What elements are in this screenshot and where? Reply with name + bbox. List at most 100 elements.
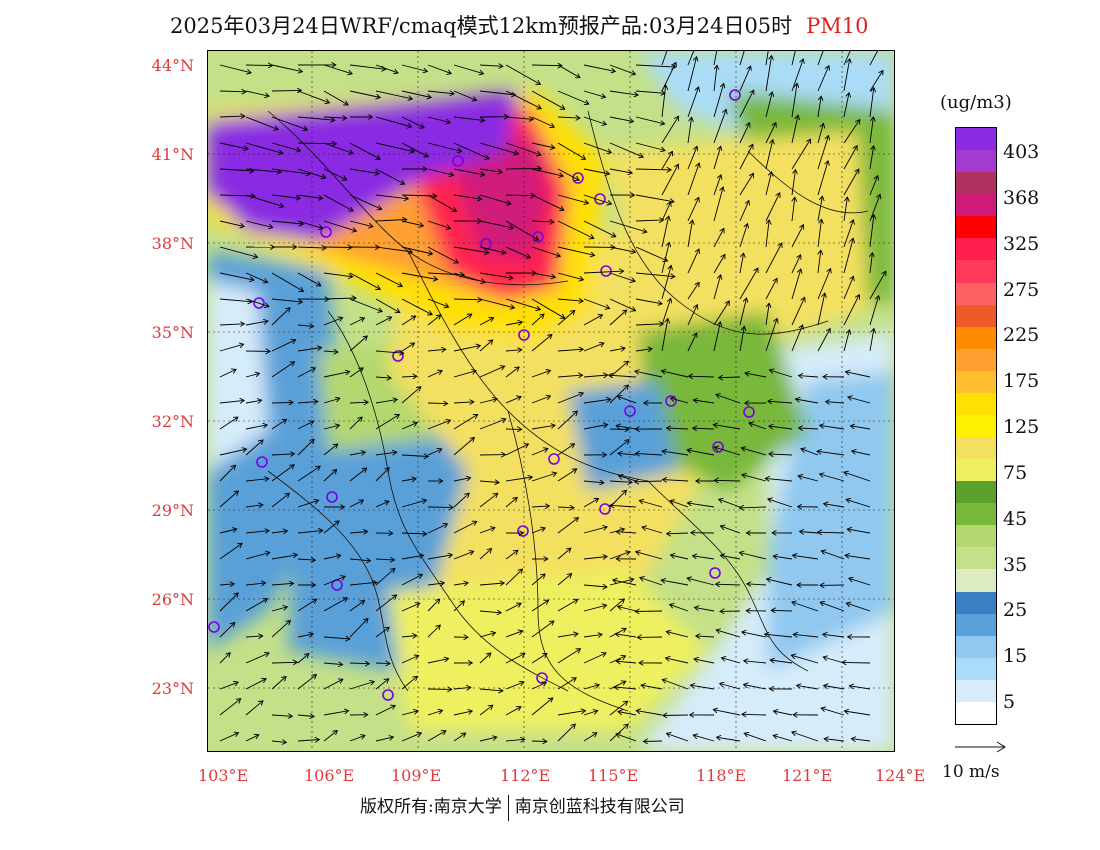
wind-vector <box>401 423 417 430</box>
wind-vector <box>765 634 793 638</box>
wind-vector <box>713 51 718 66</box>
wind-vector <box>245 636 263 637</box>
wind-vector <box>479 194 511 204</box>
wind-vector <box>297 116 335 120</box>
wind-vector <box>531 116 554 127</box>
wind-vector <box>219 298 252 302</box>
colorbar-swatch <box>956 569 996 593</box>
wind-vector <box>636 711 663 716</box>
wind-vector <box>375 194 408 199</box>
wind-vector <box>557 574 572 586</box>
wind-vector <box>401 64 427 72</box>
wind-vector <box>401 500 426 508</box>
colorbar-label: 275 <box>1003 278 1040 301</box>
wind-vector <box>583 399 611 404</box>
wind-vector <box>427 315 441 326</box>
wind-reference-arrow <box>955 741 1006 753</box>
wind-vector <box>375 64 398 73</box>
wind-vector <box>323 351 338 352</box>
sea-blue-band <box>768 371 894 671</box>
wind-vector <box>749 423 767 430</box>
wind-vector <box>505 246 530 258</box>
wind-vector <box>245 531 269 533</box>
wind-vector <box>666 632 689 638</box>
wind-vector <box>297 715 314 717</box>
wind-vector <box>661 116 679 144</box>
wind-vector <box>616 734 637 742</box>
wind-vector <box>219 220 244 227</box>
wind-vector <box>271 272 303 291</box>
wind-vector <box>323 372 350 378</box>
wind-vector <box>713 255 725 274</box>
wind-vector <box>479 65 503 66</box>
wind-vector <box>271 583 294 585</box>
wind-vector <box>768 499 793 508</box>
wind-vector <box>401 387 421 404</box>
wind-vector <box>245 272 268 282</box>
wind-vector <box>245 373 260 378</box>
wind-vector <box>245 440 263 456</box>
wind-vector <box>849 578 871 586</box>
wind-vector <box>531 314 544 326</box>
colorbar-swatch <box>956 348 996 372</box>
wind-vector <box>609 481 632 482</box>
lat-label-29: 29°N <box>151 501 194 520</box>
wind-vector <box>843 169 859 196</box>
wind-vector <box>720 526 741 534</box>
concentration-map <box>207 50 895 752</box>
wind-vector <box>792 732 819 742</box>
wind-vector <box>843 59 850 92</box>
wind-vector <box>635 349 652 351</box>
wind-vector <box>583 425 608 430</box>
south-yellow <box>388 571 708 731</box>
wind-vector <box>713 65 717 92</box>
wind-vector <box>219 699 241 716</box>
wind-vector <box>271 142 301 151</box>
wind-vector <box>609 64 635 74</box>
wind-vector <box>271 168 310 174</box>
wind-vector <box>661 51 668 66</box>
wind-vector <box>505 117 533 119</box>
wind-vector <box>479 318 494 326</box>
wind-vector <box>245 505 263 507</box>
wind-vector <box>635 91 665 93</box>
wind-vector <box>851 739 871 741</box>
wind-vector <box>824 686 845 690</box>
wind-vector <box>479 633 496 638</box>
wind-vector <box>479 246 506 253</box>
wind-vector <box>713 425 741 430</box>
wind-vector <box>323 220 356 231</box>
wind-vector <box>219 169 254 171</box>
wind-vector <box>349 601 365 612</box>
colorbar-swatch <box>956 194 996 217</box>
wind-vector <box>271 531 287 533</box>
wind-vector <box>765 123 776 144</box>
wind-vector <box>663 480 689 481</box>
wind-vector <box>745 373 767 378</box>
wind-vector <box>557 507 574 508</box>
wind-vector <box>694 659 715 664</box>
copyright-university: 版权所有:南京大学 <box>360 797 502 817</box>
wind-vector <box>583 142 611 153</box>
wind-vector <box>769 454 793 455</box>
wind-vector <box>531 298 565 318</box>
wind-vector <box>531 90 565 109</box>
wind-vector <box>817 250 821 274</box>
wind-vector <box>479 493 498 508</box>
wind-vector <box>531 142 555 148</box>
wind-vector <box>687 249 699 274</box>
wind-vector <box>297 421 314 430</box>
wind-vector <box>817 136 829 170</box>
colorbar-swatch <box>956 679 996 703</box>
wind-vector <box>349 735 365 742</box>
wind-vector <box>219 733 239 742</box>
wind-vector <box>583 527 607 534</box>
wind-vector <box>297 325 314 326</box>
wind-vector <box>843 51 851 66</box>
colorbar-swatch <box>956 481 996 504</box>
wind-vector <box>609 90 638 95</box>
wind-vector <box>557 90 589 104</box>
wind-vector <box>219 417 238 430</box>
wind-vector <box>583 733 597 742</box>
wind-vector <box>401 220 424 226</box>
